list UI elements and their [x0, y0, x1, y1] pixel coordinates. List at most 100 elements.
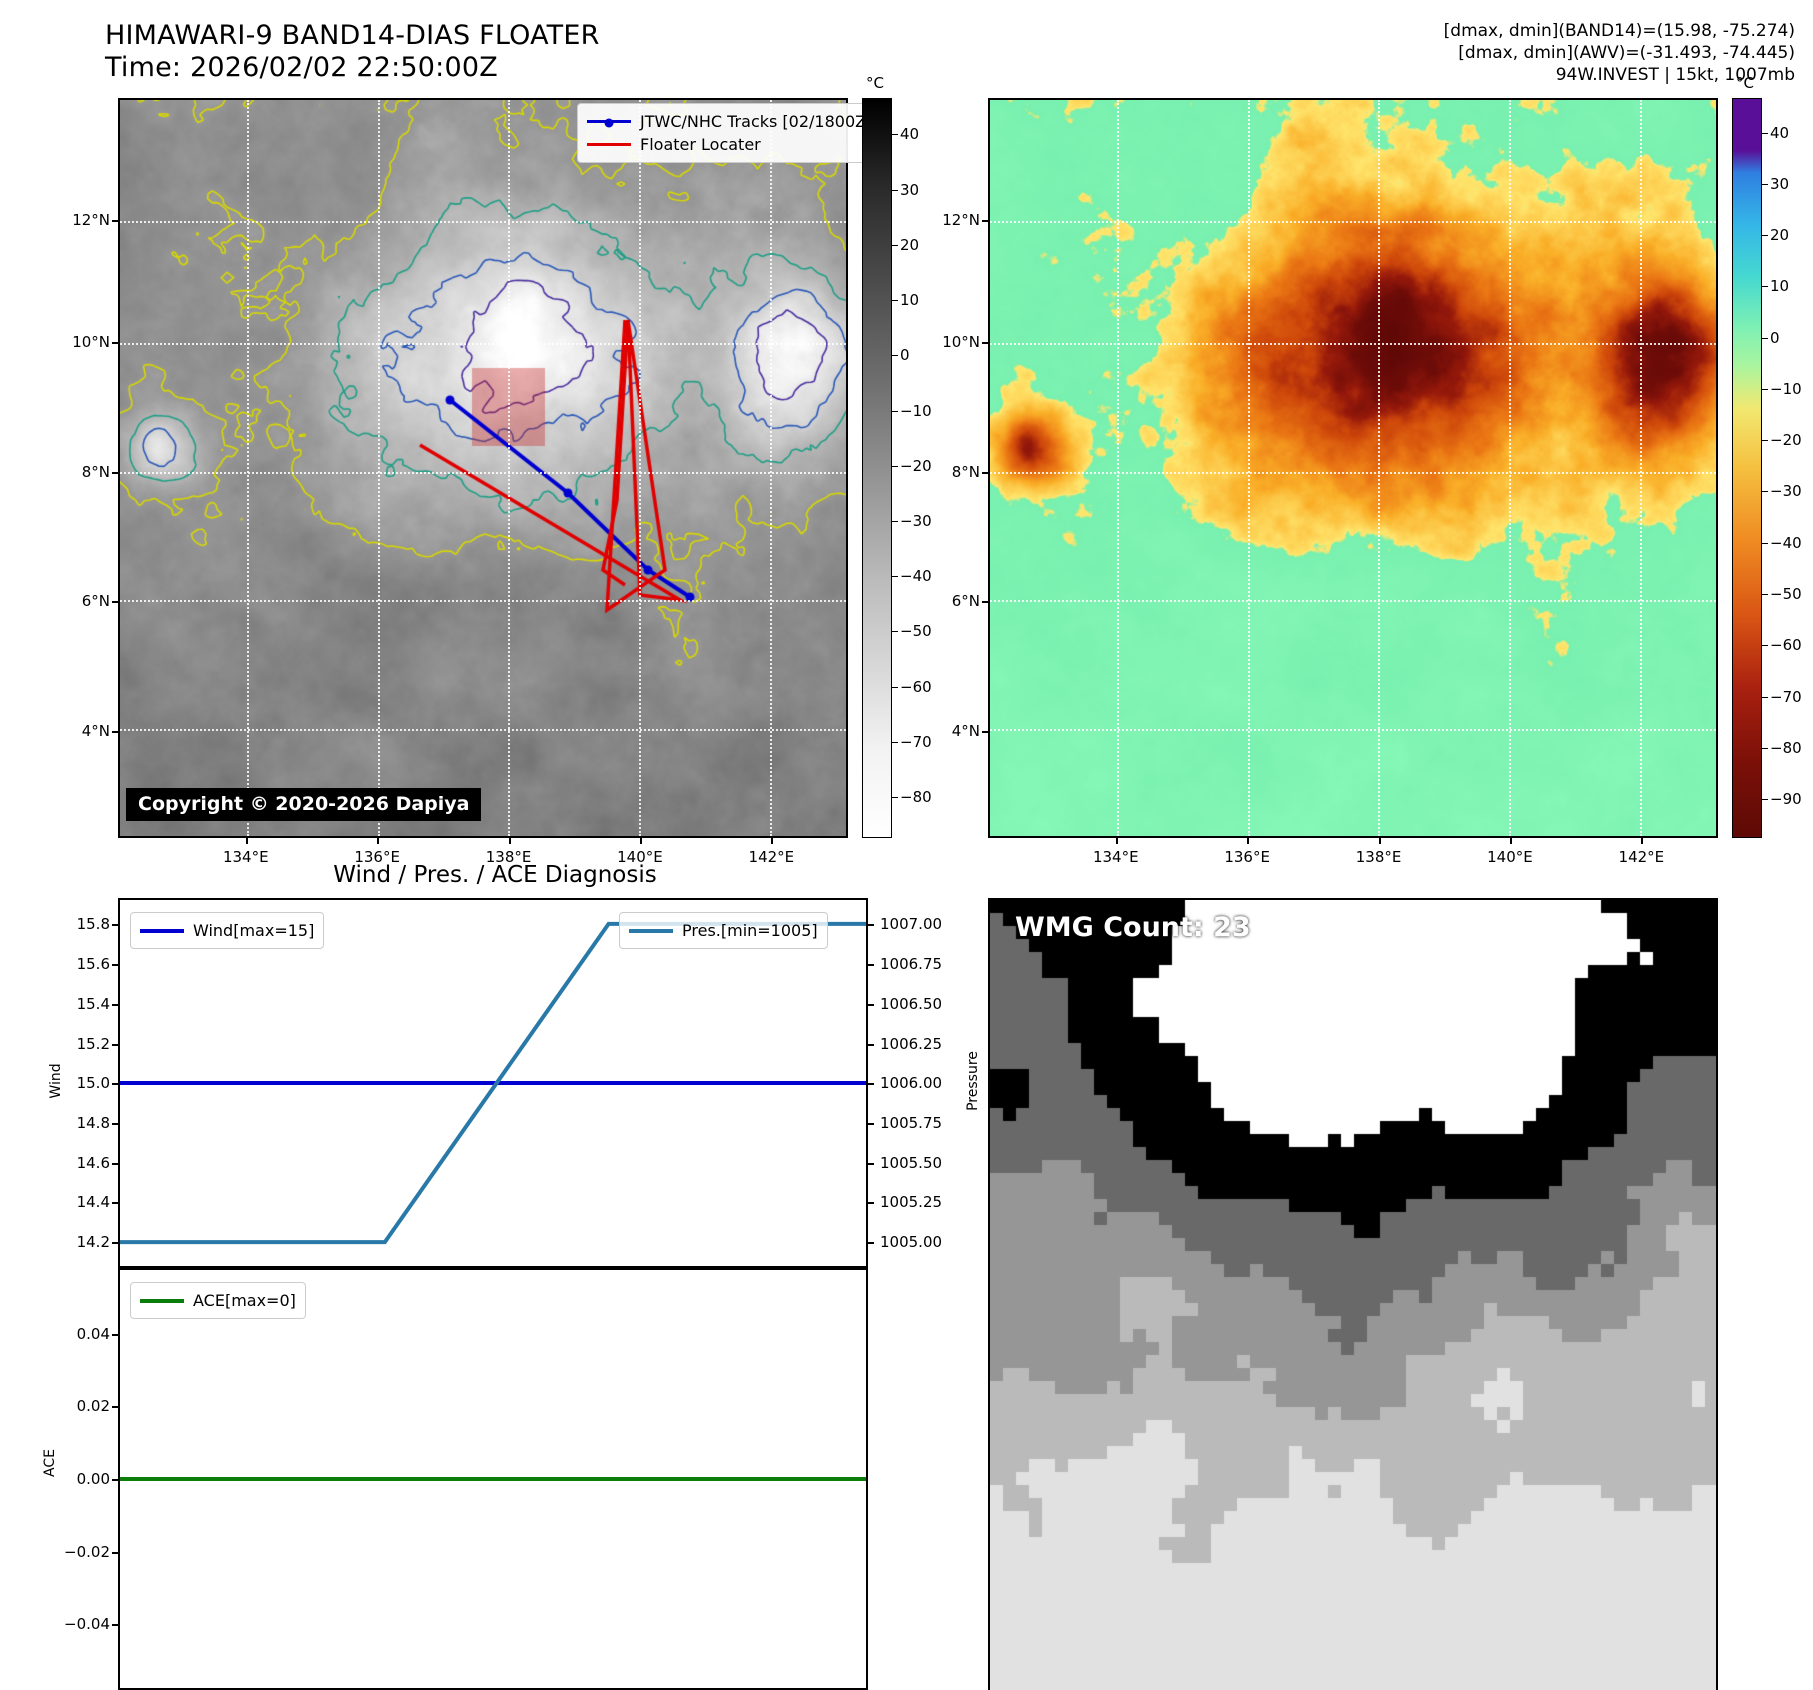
lat-tickmark [112, 342, 118, 345]
colorbar-tick-label: −20 [900, 456, 932, 475]
wind-tick-label: 15.4 [76, 994, 110, 1013]
colorbar-tickmark [1762, 132, 1768, 134]
pressure-tick-label: 1006.75 [880, 955, 943, 974]
colorbar-tickmark [892, 686, 898, 688]
colorbar-tick-label: 0 [1770, 328, 1780, 347]
lon-tickmark [1378, 838, 1381, 844]
wind-tickmark [112, 1122, 118, 1125]
wind-tick-label: 15.6 [76, 955, 110, 974]
colorbar-tickmark [1762, 696, 1768, 698]
ace-tickmark [112, 1406, 118, 1409]
colorbar-tick-label: −40 [900, 567, 932, 586]
floater-line-swatch [587, 143, 631, 147]
pressure-tick-label: 1006.50 [880, 994, 943, 1013]
wind-tickmark [112, 1083, 118, 1086]
ace-chart[interactable] [118, 1268, 868, 1690]
pressure-tickmark [868, 1043, 874, 1046]
pressure-line-swatch [629, 928, 673, 933]
legend-label: ACE[max=0] [193, 1291, 296, 1310]
lat-tick-label: 12°N [942, 211, 980, 230]
legend-label: Wind[max=15] [193, 921, 315, 940]
colorbar-tick-label: −10 [900, 401, 932, 420]
ace-tick-label: −0.02 [64, 1542, 110, 1561]
colorbar-tick-label: −50 [900, 622, 932, 641]
lat-tick-label: 4°N [951, 721, 980, 740]
lon-tickmark [639, 838, 642, 844]
lon-tickmark [1115, 838, 1118, 844]
wind-legend: Wind[max=15] [130, 912, 325, 950]
ace-tick-label: 0.00 [76, 1470, 110, 1488]
wind-tickmark [112, 1241, 118, 1244]
colorbar-tick-label: 20 [1770, 226, 1790, 245]
lat-tick-label: 8°N [81, 462, 110, 481]
colorbar-tickmark [1762, 440, 1768, 442]
colorbar-tickmark [892, 244, 898, 246]
colorbar-tick-label: −80 [1770, 738, 1802, 757]
pressure-tickmark [868, 1083, 874, 1086]
meta-storm: 94W.INVEST | 15kt, 1007mb [1555, 65, 1795, 85]
lon-tickmark [771, 838, 774, 844]
colorbar-tick-label: 0 [900, 346, 910, 365]
colorbar-tick-label: −50 [1770, 584, 1802, 603]
chart-title: Wind / Pres. / ACE Diagnosis [333, 862, 657, 888]
colorbar-tick-label: −80 [900, 788, 932, 807]
colorbar-tickmark [892, 134, 898, 136]
page-timestamp: Time: 2026/02/02 22:50:00Z [105, 52, 498, 83]
wind-axis-label: Wind [48, 1063, 64, 1099]
colorbar-tick-label: 40 [1770, 123, 1790, 142]
pressure-tickmark [868, 1003, 874, 1006]
pressure-tick-label: 1005.25 [880, 1193, 943, 1212]
ace-tickmark [112, 1624, 118, 1627]
wind-tickmark [112, 964, 118, 967]
pressure-axis-label: Pressure [965, 1051, 981, 1111]
wind-tick-label: 15.8 [76, 915, 110, 934]
legend-row: ACE[max=0] [140, 1289, 296, 1312]
ir-floater-panel[interactable] [118, 98, 848, 838]
colorbar-tickmark [892, 410, 898, 412]
colorbar-tickmark [892, 189, 898, 191]
wmg-panel[interactable] [988, 898, 1718, 1690]
lat-tick-label: 8°N [951, 462, 980, 481]
wind-tickmark [112, 924, 118, 927]
wind-pressure-chart[interactable] [118, 898, 868, 1268]
pressure-tick-label: 1005.50 [880, 1153, 943, 1172]
wind-tickmark [112, 1202, 118, 1205]
wind-tick-label: 15.0 [76, 1074, 110, 1093]
lat-tickmark [112, 471, 118, 474]
wind-line-swatch [140, 928, 184, 933]
colorbar-tick-label: 30 [1770, 174, 1790, 193]
colorbar-tick-label: −70 [1770, 687, 1802, 706]
legend-label: Pres.[min=1005] [682, 921, 818, 940]
lat-tickmark [982, 471, 988, 474]
lat-tick-label: 10°N [72, 333, 110, 352]
ir-colorbar-unit: °C [866, 74, 884, 92]
lon-tickmark [245, 838, 248, 844]
pressure-tick-label: 1007.00 [880, 915, 943, 934]
meta-band14: [dmax, dmin](BAND14)=(15.98, -75.274) [1443, 21, 1795, 41]
colorbar-tickmark [892, 300, 898, 302]
lat-tickmark [982, 342, 988, 345]
lon-tick-label: 140°E [617, 848, 663, 866]
colorbar-tickmark [892, 797, 898, 799]
lat-tick-label: 6°N [81, 592, 110, 611]
colorbar-tickmark [1762, 491, 1768, 493]
lon-tick-label: 136°E [1224, 848, 1270, 866]
pressure-tick-label: 1006.25 [880, 1034, 943, 1053]
colorbar-tickmark [1762, 645, 1768, 647]
colorbar-tick-label: 20 [900, 235, 920, 254]
lon-tickmark [377, 838, 380, 844]
lat-tick-label: 4°N [81, 721, 110, 740]
lon-tick-label: 134°E [1092, 848, 1139, 866]
enhanced-ir-panel[interactable] [988, 98, 1718, 838]
colorbar-tick-label: −60 [900, 677, 932, 696]
pressure-legend: Pres.[min=1005] [619, 912, 828, 950]
lon-tick-label: 138°E [1355, 848, 1402, 866]
lat-tickmark [112, 220, 118, 223]
colorbar-tick-label: −60 [1770, 636, 1802, 655]
legend-label: Floater Locater [640, 135, 761, 155]
page-title: HIMAWARI-9 BAND14-DIAS FLOATER [105, 20, 600, 51]
lon-tick-label: 142°E [1618, 848, 1665, 866]
colorbar-tickmark [892, 741, 898, 743]
wind-tickmark [112, 1043, 118, 1046]
lat-tick-label: 6°N [951, 592, 980, 611]
